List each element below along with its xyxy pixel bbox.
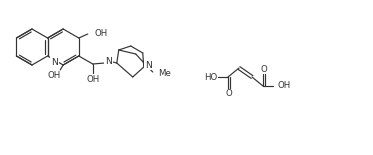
Text: N: N xyxy=(105,57,112,66)
Text: HO: HO xyxy=(204,73,217,82)
Text: O: O xyxy=(261,64,267,73)
Text: N: N xyxy=(145,60,152,69)
Text: O: O xyxy=(226,89,232,98)
Text: OH: OH xyxy=(86,75,99,84)
Text: OH: OH xyxy=(277,82,290,91)
Text: OH: OH xyxy=(95,29,108,38)
Text: Me: Me xyxy=(158,69,170,78)
Text: OH: OH xyxy=(47,71,61,80)
Text: N: N xyxy=(51,58,58,67)
